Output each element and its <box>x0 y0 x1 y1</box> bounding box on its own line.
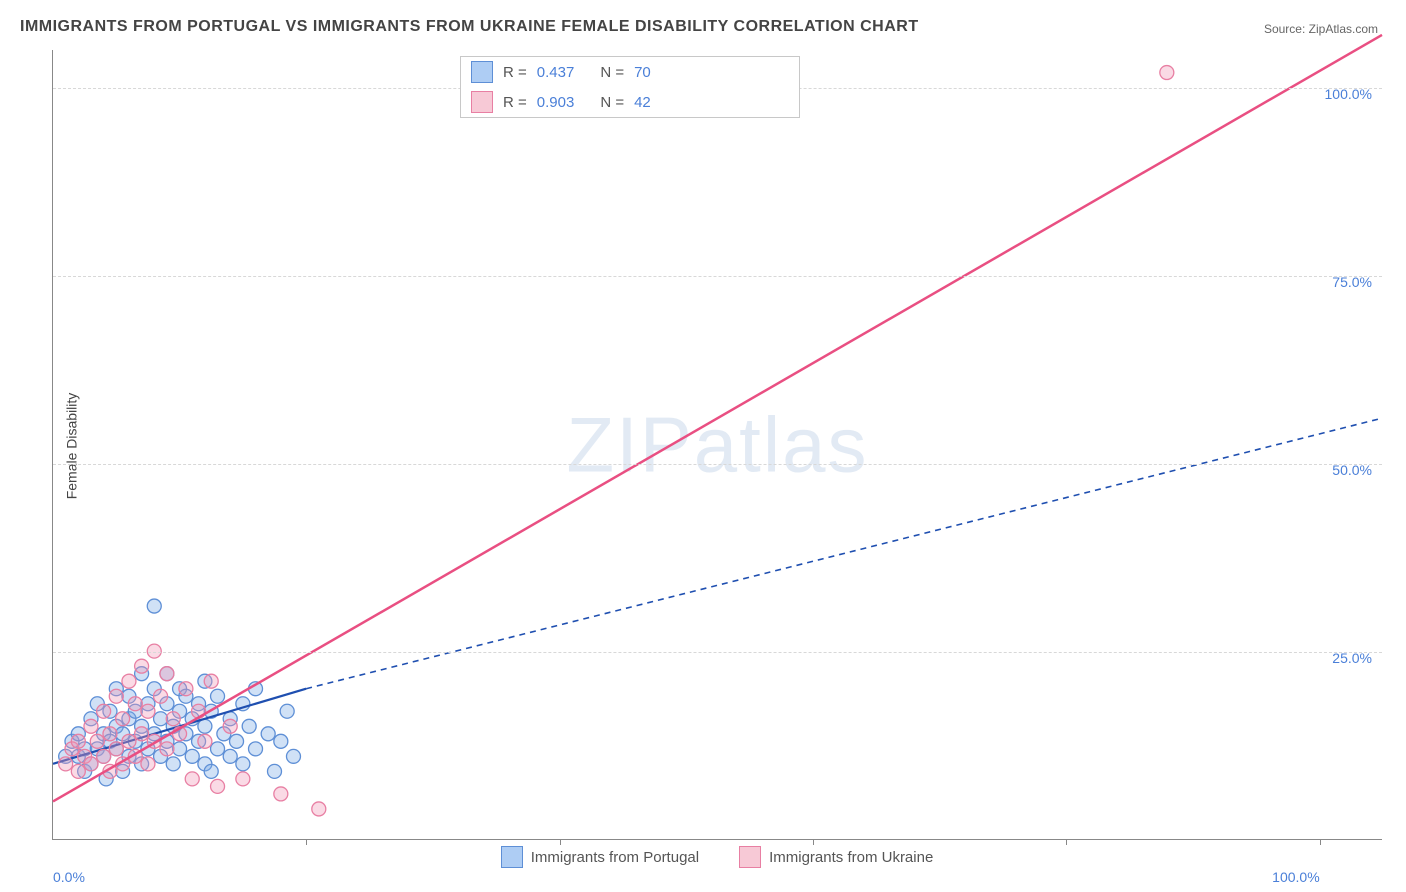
data-point <box>84 757 98 771</box>
data-point <box>211 779 225 793</box>
data-point <box>261 727 275 741</box>
data-point <box>97 704 111 718</box>
data-point <box>116 712 130 726</box>
data-point <box>1160 66 1174 80</box>
legend-stat-row: R = 0.903 N = 42 <box>461 87 799 117</box>
data-point <box>249 742 263 756</box>
data-point <box>122 734 136 748</box>
data-point <box>122 674 136 688</box>
data-point <box>312 802 326 816</box>
data-point <box>286 749 300 763</box>
x-tick-mark <box>1066 839 1067 845</box>
data-point <box>204 764 218 778</box>
data-point <box>59 757 73 771</box>
data-point <box>154 689 168 703</box>
data-point <box>211 689 225 703</box>
y-tick-label: 25.0% <box>1332 650 1372 666</box>
legend-swatch <box>471 61 493 83</box>
n-label: N = <box>600 94 624 111</box>
data-point <box>204 674 218 688</box>
legend-swatch <box>739 846 761 868</box>
data-point <box>128 697 142 711</box>
legend-series-item: Immigrants from Ukraine <box>739 846 933 868</box>
series-legend: Immigrants from Portugal Immigrants from… <box>52 846 1382 868</box>
data-point <box>141 704 155 718</box>
legend-stat-row: R = 0.437 N = 70 <box>461 57 799 87</box>
data-point <box>230 734 244 748</box>
data-point <box>223 719 237 733</box>
data-point <box>135 727 149 741</box>
data-point <box>274 787 288 801</box>
legend-series-item: Immigrants from Portugal <box>501 846 699 868</box>
data-point <box>135 659 149 673</box>
chart-svg <box>53 50 1382 839</box>
data-point <box>179 682 193 696</box>
legend-swatch <box>471 91 493 113</box>
r-value: 0.437 <box>537 64 575 81</box>
x-tick-label-min: 0.0% <box>53 869 85 885</box>
data-point <box>90 734 104 748</box>
data-point <box>242 719 256 733</box>
data-point <box>160 742 174 756</box>
legend-swatch <box>501 846 523 868</box>
y-tick-label: 100.0% <box>1325 86 1372 102</box>
data-point <box>103 727 117 741</box>
data-point <box>198 719 212 733</box>
r-label: R = <box>503 94 527 111</box>
data-point <box>236 757 250 771</box>
n-value: 70 <box>634 64 651 81</box>
x-tick-label-max: 100.0% <box>1272 869 1319 885</box>
x-tick-mark <box>306 839 307 845</box>
source-label: Source: ZipAtlas.com <box>1264 22 1378 36</box>
gridline-h <box>53 652 1382 653</box>
data-point <box>141 757 155 771</box>
data-point <box>147 599 161 613</box>
data-point <box>223 749 237 763</box>
legend-series-label: Immigrants from Portugal <box>531 849 699 866</box>
data-point <box>185 772 199 786</box>
gridline-h <box>53 464 1382 465</box>
data-point <box>173 742 187 756</box>
gridline-h <box>53 276 1382 277</box>
fit-line-extrapolated <box>306 418 1382 689</box>
data-point <box>109 742 123 756</box>
data-point <box>198 734 212 748</box>
legend-series-label: Immigrants from Ukraine <box>769 849 933 866</box>
data-point <box>166 712 180 726</box>
data-point <box>84 719 98 733</box>
chart-title: IMMIGRANTS FROM PORTUGAL VS IMMIGRANTS F… <box>20 18 919 36</box>
data-point <box>160 667 174 681</box>
data-point <box>109 689 123 703</box>
correlation-legend: R = 0.437 N = 70 R = 0.903 N = 42 <box>460 56 800 118</box>
data-point <box>71 734 85 748</box>
data-point <box>97 749 111 763</box>
data-point <box>236 772 250 786</box>
data-point <box>211 742 225 756</box>
data-point <box>280 704 294 718</box>
data-point <box>274 734 288 748</box>
data-point <box>166 757 180 771</box>
r-label: R = <box>503 64 527 81</box>
data-point <box>154 712 168 726</box>
plot-area: ZIPatlas 25.0%50.0%75.0%100.0%0.0%100.0% <box>52 50 1382 840</box>
n-label: N = <box>600 64 624 81</box>
y-tick-label: 75.0% <box>1332 274 1372 290</box>
x-tick-mark <box>560 839 561 845</box>
data-point <box>268 764 282 778</box>
n-value: 42 <box>634 94 651 111</box>
data-point <box>185 749 199 763</box>
x-tick-mark <box>1320 839 1321 845</box>
data-point <box>71 764 85 778</box>
fit-line <box>53 35 1382 801</box>
x-tick-mark <box>813 839 814 845</box>
r-value: 0.903 <box>537 94 575 111</box>
y-tick-label: 50.0% <box>1332 462 1372 478</box>
